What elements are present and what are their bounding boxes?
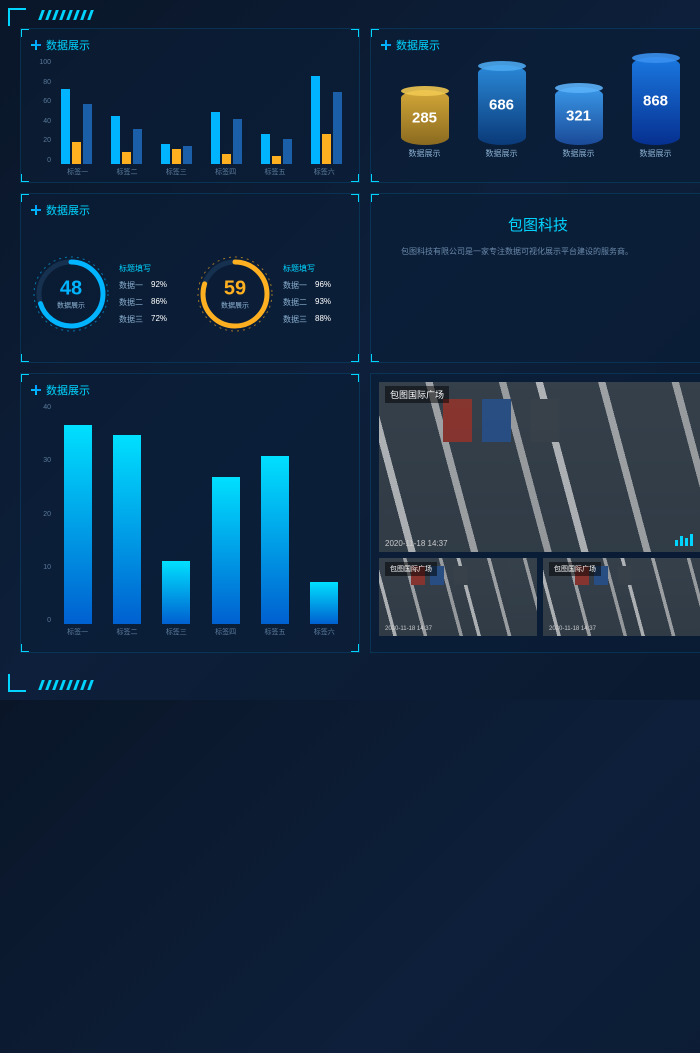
panel-title: 数据展示 [31,37,349,53]
bar [222,154,231,164]
bar [111,116,120,164]
bar [122,152,131,164]
cylinder: 868 数据展示 [632,57,680,159]
bar-group [53,89,99,164]
bar [322,134,331,164]
bar [233,119,242,164]
vbar [261,456,289,624]
grouped-bar-chart: 100806040200 [31,59,349,164]
bar [211,112,220,164]
bar-group [203,112,249,164]
gauge-stats: 标题填写 数据一96%数据二93%数据三88% [283,263,331,325]
vbar-panel: 数据展示 403020100 标签一标签二标签三标签四标签五标签六 [20,373,360,653]
panel-title: 数据展示 [31,202,349,218]
gauge: 48数据展示 [31,254,111,334]
gauge-panel: 数据展示 48数据展示 标题填写 数据一92%数据二86%数据三72% 59数据… [20,193,360,363]
bar [272,156,281,164]
info-panel: 包图科技 包图科技有限公司是一家专注数据可视化展示平台建设的服务商。 包图科技 … [370,193,700,363]
bar [83,104,92,164]
bar [133,129,142,164]
video-thumb[interactable]: 包图国际广场 2020-11-18 14:37 [543,558,700,636]
cylinder-value: 686 [489,97,514,114]
gauge: 59数据展示 [195,254,275,334]
cylinder-value: 285 [412,109,437,126]
info-body: 包图科技有限公司是一家专注数据可视化展示平台建设的服务商。 [401,245,675,259]
bar [161,144,170,164]
gauge-block: 48数据展示 标题填写 数据一92%数据二86%数据三72% [31,224,185,364]
video-timestamp: 2020-11-18 14:37 [385,626,432,632]
bar [261,134,270,164]
video-panel: 包图国际广场 2020-11-18 14:37 包图国际广场 2020-11-1… [370,373,700,653]
panel-title: 数据展示 [381,37,699,53]
vbar [64,425,92,625]
cylinder-label: 数据展示 [409,148,441,159]
cylinder-label: 数据展示 [640,148,672,159]
video-main[interactable]: 包图国际广场 2020-11-18 14:37 [379,382,700,552]
video-label: 包图国际广场 [385,386,449,403]
bar [283,139,292,164]
cylinder-label: 数据展示 [486,148,518,159]
bar-group [103,116,149,164]
cylinder-value: 868 [643,93,668,110]
cylinder: 321 数据展示 [555,87,603,159]
video-thumb[interactable]: 包图国际广场 2020-11-18 14:37 [379,558,537,636]
bar-group [153,144,199,164]
video-label: 包图国际广场 [549,562,601,576]
vbar [113,435,141,624]
gauge-stats: 标题填写 数据一92%数据二86%数据三72% [119,263,167,325]
vbar [212,477,240,624]
video-timestamp: 2020-11-18 14:37 [549,626,596,632]
bar [183,146,192,164]
gauge-block: 59数据展示 标题填写 数据一96%数据二93%数据三88% [195,224,349,364]
bar-group [303,76,349,164]
vbar [162,561,190,624]
cylinder: 285 数据展示 [401,90,449,159]
cylinder-label: 数据展示 [563,148,595,159]
grouped-bar-panel: 数据展示 100806040200 标签一标签二标签三标签四标签五标签六 [20,28,360,183]
bar [311,76,320,164]
audio-bars-icon [675,534,693,546]
cylinder-value: 321 [566,108,591,125]
cylinder-panel: 数据展示 285 数据展示 686 数据展示 321 数据展示 868 数据展示 [370,28,700,183]
bar [333,92,342,164]
cylinder: 686 数据展示 [478,65,526,159]
info-block: 包图科技 包图科技有限公司是一家专注数据可视化展示平台建设的服务商。 [401,214,675,342]
bar-group [253,134,299,164]
video-label: 包图国际广场 [385,562,437,576]
info-heading: 包图科技 [401,214,675,235]
bar [61,89,70,164]
vbar [310,582,338,624]
bar [72,142,81,164]
video-timestamp: 2020-11-18 14:37 [385,539,448,548]
bar [172,149,181,164]
panel-title: 数据展示 [31,382,349,398]
